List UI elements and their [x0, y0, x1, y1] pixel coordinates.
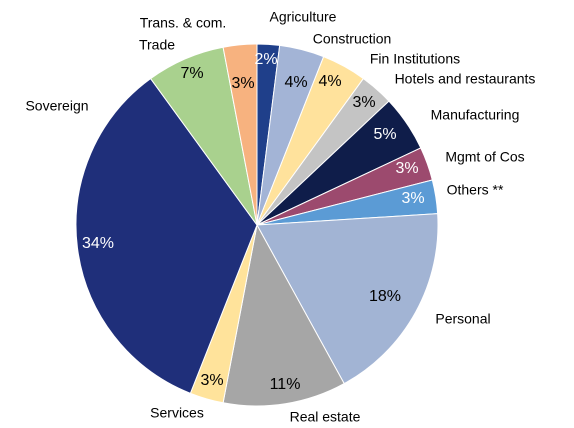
- slice-category-label: Services: [150, 405, 204, 421]
- pie-slice: [256, 213, 439, 385]
- slice-value-label: 4%: [284, 74, 307, 91]
- slice-value-label: 5%: [373, 126, 396, 143]
- pie-slice: [75, 77, 258, 394]
- slice-category-label: Hotels and restaurants: [395, 71, 536, 87]
- slice-value-label: 3%: [231, 75, 254, 92]
- slice-category-label: Mgmt of Cos: [445, 149, 524, 165]
- slice-category-label: Agriculture: [270, 9, 337, 25]
- slice-value-label: 3%: [395, 160, 418, 177]
- slice-category-label: Trans. & com.: [140, 15, 227, 31]
- slice-category-label: Real estate: [290, 409, 361, 425]
- pie-slice: [222, 43, 258, 226]
- slice-value-label: 3%: [401, 190, 424, 207]
- slice-category-label: Manufacturing: [431, 107, 520, 123]
- slice-value-label: 4%: [318, 73, 341, 90]
- slice-value-label: 34%: [82, 235, 114, 252]
- slice-category-label: Personal: [435, 311, 490, 327]
- slice-category-label: Others **: [447, 182, 504, 198]
- slice-value-label: 3%: [352, 94, 375, 111]
- slice-category-label: Fin Institutions: [370, 51, 460, 67]
- slice-value-label: 7%: [180, 65, 203, 82]
- slice-category-label: Construction: [313, 31, 392, 47]
- slice-value-label: 11%: [270, 376, 301, 393]
- slice-category-label: Sovereign: [25, 98, 88, 114]
- slice-category-label: Trade: [139, 37, 175, 53]
- slice-value-label: 18%: [369, 288, 401, 305]
- pie-slice: [222, 223, 345, 407]
- slice-value-label: 3%: [200, 372, 223, 389]
- slice-value-label: 2%: [254, 51, 277, 68]
